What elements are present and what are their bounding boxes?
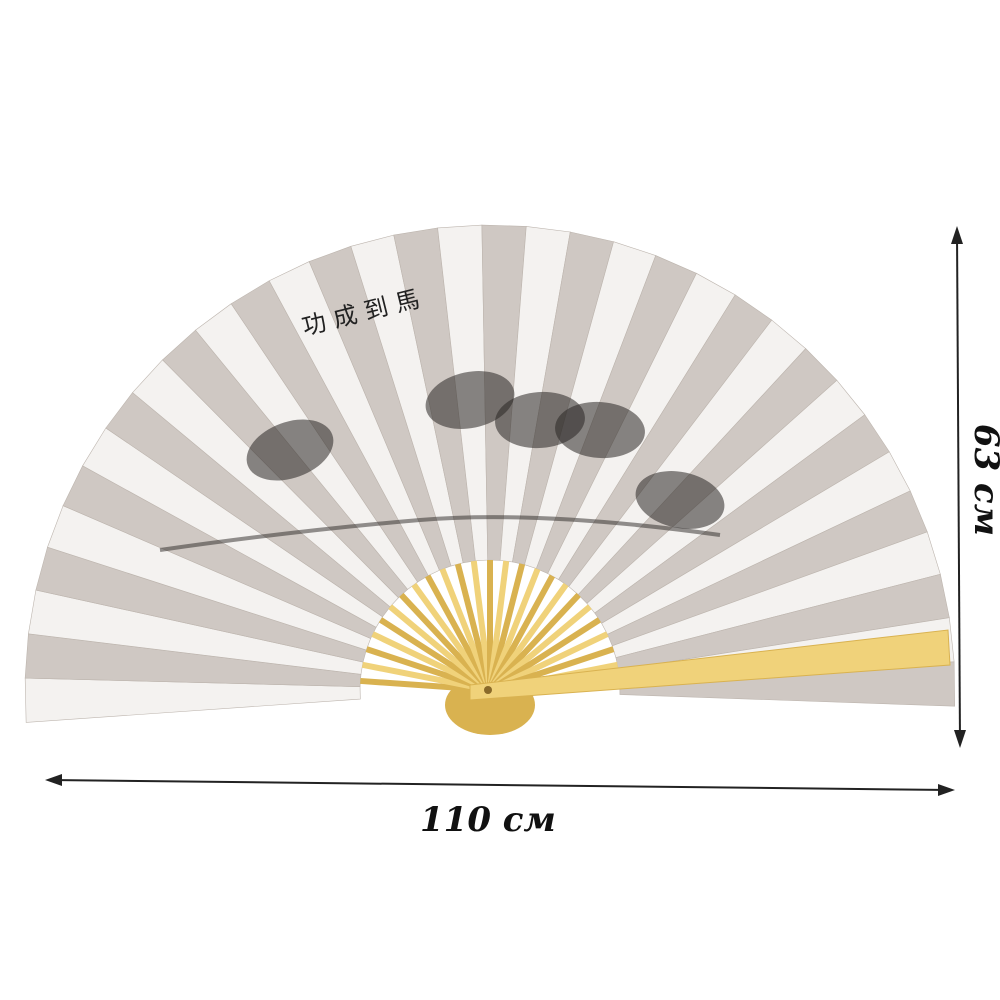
width-label: 110 см <box>420 800 556 840</box>
height-label: 63 см <box>966 423 1000 537</box>
horse-figure <box>246 419 334 481</box>
ink-ground-stroke <box>159 515 721 552</box>
rivet-pin <box>484 686 492 694</box>
width-arrow-icon <box>45 774 955 796</box>
horse-figure <box>425 371 515 429</box>
horse-figure <box>635 471 725 529</box>
height-arrow-icon <box>951 226 966 748</box>
ink-horses-painting <box>159 371 725 552</box>
bamboo-ribs <box>360 560 951 735</box>
bamboo-guard-stick <box>469 629 951 701</box>
horse-figure <box>555 401 645 459</box>
